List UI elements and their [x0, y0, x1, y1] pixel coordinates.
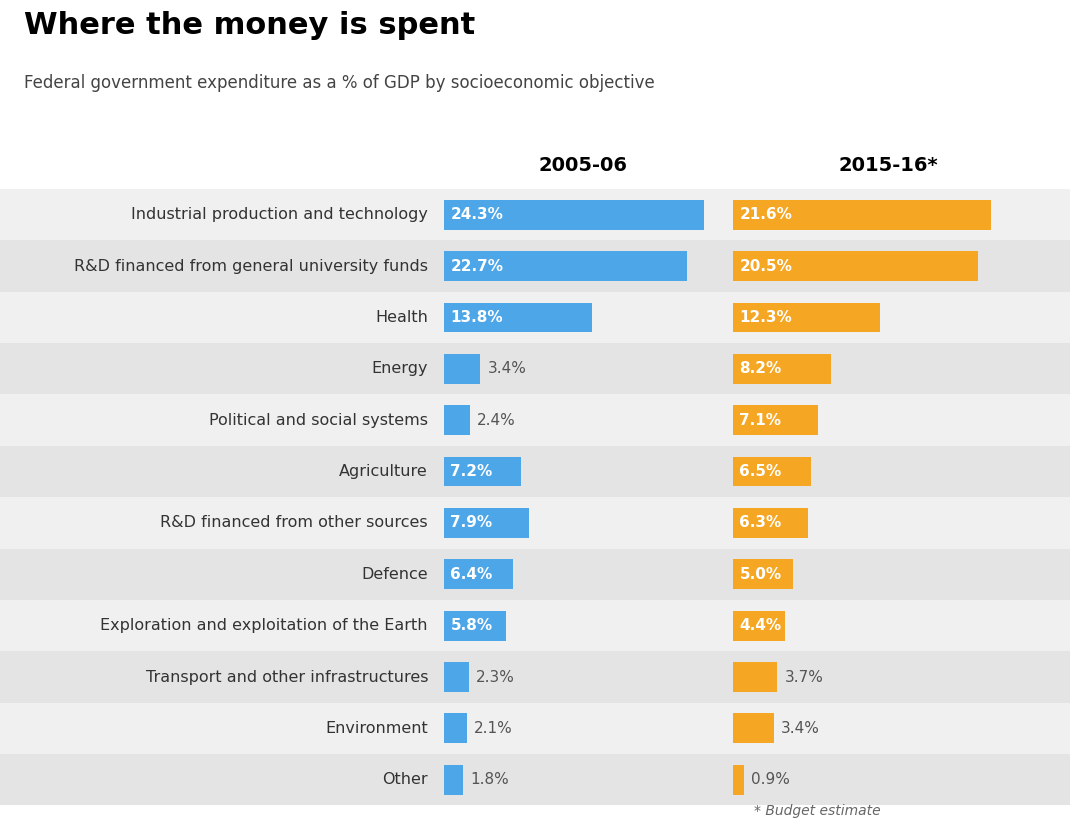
Bar: [733, 251, 978, 281]
Text: Industrial production and technology: Industrial production and technology: [132, 207, 428, 222]
Bar: [444, 508, 529, 538]
Bar: [733, 713, 774, 743]
Bar: [444, 713, 467, 743]
Text: 2.1%: 2.1%: [474, 721, 513, 736]
Bar: [733, 354, 830, 383]
Bar: [733, 560, 793, 589]
Bar: [0, 651, 1070, 703]
Text: R&D financed from general university funds: R&D financed from general university fun…: [74, 258, 428, 274]
Bar: [0, 600, 1070, 651]
Text: Where the money is spent: Where the money is spent: [24, 12, 475, 40]
Text: Exploration and exploitation of the Earth: Exploration and exploitation of the Eart…: [101, 618, 428, 633]
Text: 21.6%: 21.6%: [739, 207, 792, 222]
Text: 3.4%: 3.4%: [781, 721, 820, 736]
Text: 12.3%: 12.3%: [739, 310, 792, 325]
Text: 8.2%: 8.2%: [739, 362, 781, 377]
Bar: [0, 292, 1070, 343]
Text: * Budget estimate: * Budget estimate: [754, 804, 881, 818]
Text: 7.9%: 7.9%: [450, 515, 492, 530]
Text: 2005-06: 2005-06: [538, 156, 628, 175]
Text: 7.1%: 7.1%: [739, 413, 781, 428]
Text: Other: Other: [382, 772, 428, 787]
Text: Political and social systems: Political and social systems: [209, 413, 428, 428]
Text: R&D financed from other sources: R&D financed from other sources: [160, 515, 428, 530]
Bar: [444, 662, 469, 692]
Text: Environment: Environment: [325, 721, 428, 736]
Text: 2.3%: 2.3%: [476, 670, 515, 685]
Text: 20.5%: 20.5%: [739, 258, 792, 274]
Text: 4.4%: 4.4%: [739, 618, 781, 633]
Text: 6.4%: 6.4%: [450, 567, 492, 581]
Text: Defence: Defence: [362, 567, 428, 581]
Bar: [444, 354, 480, 383]
Text: 6.5%: 6.5%: [739, 464, 781, 479]
Bar: [444, 303, 592, 332]
Bar: [444, 405, 470, 435]
Text: 1.8%: 1.8%: [471, 772, 509, 787]
Bar: [733, 200, 991, 230]
Text: 5.8%: 5.8%: [450, 618, 492, 633]
Bar: [0, 343, 1070, 394]
Bar: [733, 405, 817, 435]
Text: 2015-16*: 2015-16*: [838, 156, 938, 175]
Bar: [0, 446, 1070, 498]
Bar: [0, 754, 1070, 805]
Bar: [444, 456, 521, 487]
Text: 6.3%: 6.3%: [739, 515, 781, 530]
Text: 13.8%: 13.8%: [450, 310, 503, 325]
Bar: [0, 241, 1070, 292]
Bar: [0, 189, 1070, 241]
Bar: [0, 394, 1070, 446]
Text: 0.9%: 0.9%: [751, 772, 790, 787]
Text: 24.3%: 24.3%: [450, 207, 503, 222]
Text: Transport and other infrastructures: Transport and other infrastructures: [146, 670, 428, 685]
Text: 5.0%: 5.0%: [739, 567, 781, 581]
Bar: [444, 765, 463, 795]
Text: Agriculture: Agriculture: [339, 464, 428, 479]
Text: 3.4%: 3.4%: [488, 362, 526, 377]
Bar: [733, 508, 808, 538]
Bar: [0, 703, 1070, 754]
Bar: [0, 498, 1070, 549]
Text: Health: Health: [376, 310, 428, 325]
Bar: [444, 200, 704, 230]
Text: Federal government expenditure as a % of GDP by socioeconomic objective: Federal government expenditure as a % of…: [24, 74, 654, 92]
Bar: [733, 765, 744, 795]
Bar: [0, 549, 1070, 600]
Text: 22.7%: 22.7%: [450, 258, 504, 274]
Text: 3.7%: 3.7%: [784, 670, 824, 685]
Bar: [733, 456, 811, 487]
Text: 2.4%: 2.4%: [477, 413, 516, 428]
Bar: [733, 303, 880, 332]
Bar: [444, 251, 687, 281]
Text: Energy: Energy: [371, 362, 428, 377]
Bar: [444, 611, 506, 640]
Bar: [444, 560, 513, 589]
Bar: [733, 662, 777, 692]
Text: 7.2%: 7.2%: [450, 464, 492, 479]
Bar: [733, 611, 785, 640]
